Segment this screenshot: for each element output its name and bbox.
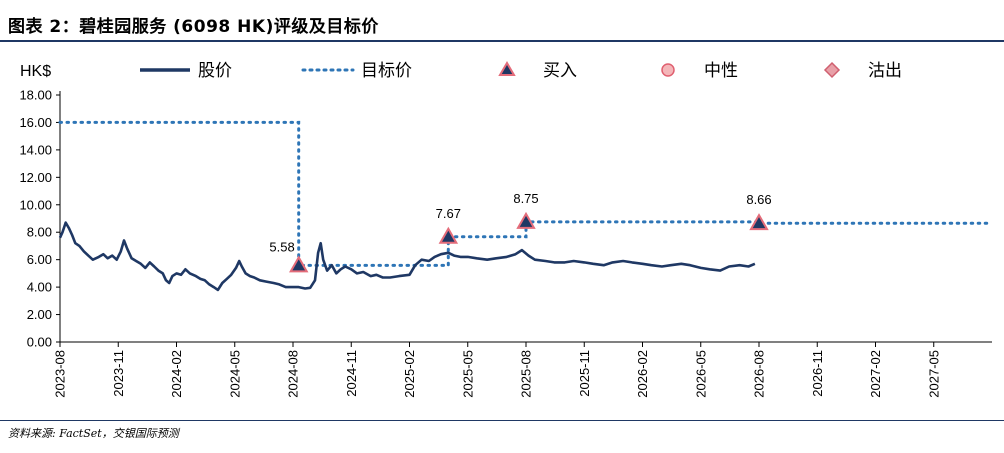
x-tick-label: 2024-08 <box>286 350 301 398</box>
x-tick-label: 2027-05 <box>926 350 941 398</box>
legend-item-circle: 中性 <box>661 61 738 81</box>
y-tick-label: 14.00 <box>19 142 52 157</box>
y-unit-label: HK$ <box>20 63 51 80</box>
legend-item-dotted-line: 目标价 <box>301 61 412 81</box>
legend-label: 中性 <box>704 61 738 81</box>
x-tick-label: 2023-11 <box>111 350 126 397</box>
x-tick-label: 2025-02 <box>402 350 417 398</box>
buy-rating-marker <box>438 226 459 244</box>
y-tick-label: 16.00 <box>19 115 52 130</box>
source-note: 资料来源: FactSet，交银国际预测 <box>8 427 179 440</box>
share-price-line <box>58 221 756 292</box>
legend-label: 沽出 <box>868 61 902 81</box>
buy-triangle-icon <box>498 61 516 76</box>
y-tick-label: 6.00 <box>27 252 52 267</box>
target-price-label: 7.67 <box>436 206 461 221</box>
target-price-label: 5.58 <box>269 239 294 254</box>
legend-item-solid-line: 股价 <box>140 61 232 81</box>
x-tick-label: 2025-11 <box>577 350 592 397</box>
x-tick-label: 2025-05 <box>460 350 475 398</box>
plot-area: 0.00 2.00 4.00 6.00 8.00 10.00 12.00 14.00 16.00… <box>19 88 994 398</box>
y-tick-label: 4.00 <box>27 280 52 295</box>
source-divider <box>0 420 1004 421</box>
y-tick-label: 12.00 <box>19 170 52 185</box>
figure-title: 图表 2：碧桂园服务 (6098 HK)评级及目标价 <box>8 17 379 37</box>
x-tick-label: 2026-11 <box>810 350 825 397</box>
buy-rating-marker <box>516 211 536 229</box>
y-tick-label: 18.00 <box>19 88 52 103</box>
x-tick-label: 2026-05 <box>693 350 708 398</box>
x-tick-label: 2027-02 <box>868 350 883 398</box>
legend-label: 目标价 <box>361 61 412 81</box>
price-target-chart: HK$ 股价 目标价 买入 中性 沽出 0.00 2.00 4.00 6.00 8.00 10.00… <box>19 61 994 398</box>
legend-label: 股价 <box>198 61 232 81</box>
x-tick-label: 2026-08 <box>752 350 767 398</box>
chart-legend: HK$ 股价 目标价 买入 中性 沽出 <box>20 61 902 81</box>
x-tick-label: 2024-11 <box>344 350 359 397</box>
target-price-label: 8.66 <box>746 192 771 207</box>
y-tick-label: 8.00 <box>27 225 52 240</box>
title-divider <box>0 40 1004 42</box>
hold-circle-icon <box>661 63 675 77</box>
x-tick-label: 2026-02 <box>635 350 650 398</box>
buy-rating-marker <box>289 255 309 273</box>
sell-diamond-icon <box>823 61 841 79</box>
legend-item-diamond: 沽出 <box>823 61 902 81</box>
x-tick-label: 2024-02 <box>169 350 184 398</box>
y-tick-label: 10.00 <box>19 197 52 212</box>
x-tick-label: 2024-05 <box>227 350 242 398</box>
target-price-label: 8.75 <box>513 191 538 206</box>
legend-item-triangle: 买入 <box>498 61 577 81</box>
buy-rating-marker <box>749 213 769 231</box>
y-tick-label: 0.00 <box>27 335 52 350</box>
y-tick-label: 2.00 <box>27 307 52 322</box>
legend-label: 买入 <box>543 61 577 81</box>
x-tick-label: 2025-08 <box>519 350 534 398</box>
target-price-line <box>58 120 994 267</box>
x-tick-label: 2023-08 <box>53 350 68 398</box>
